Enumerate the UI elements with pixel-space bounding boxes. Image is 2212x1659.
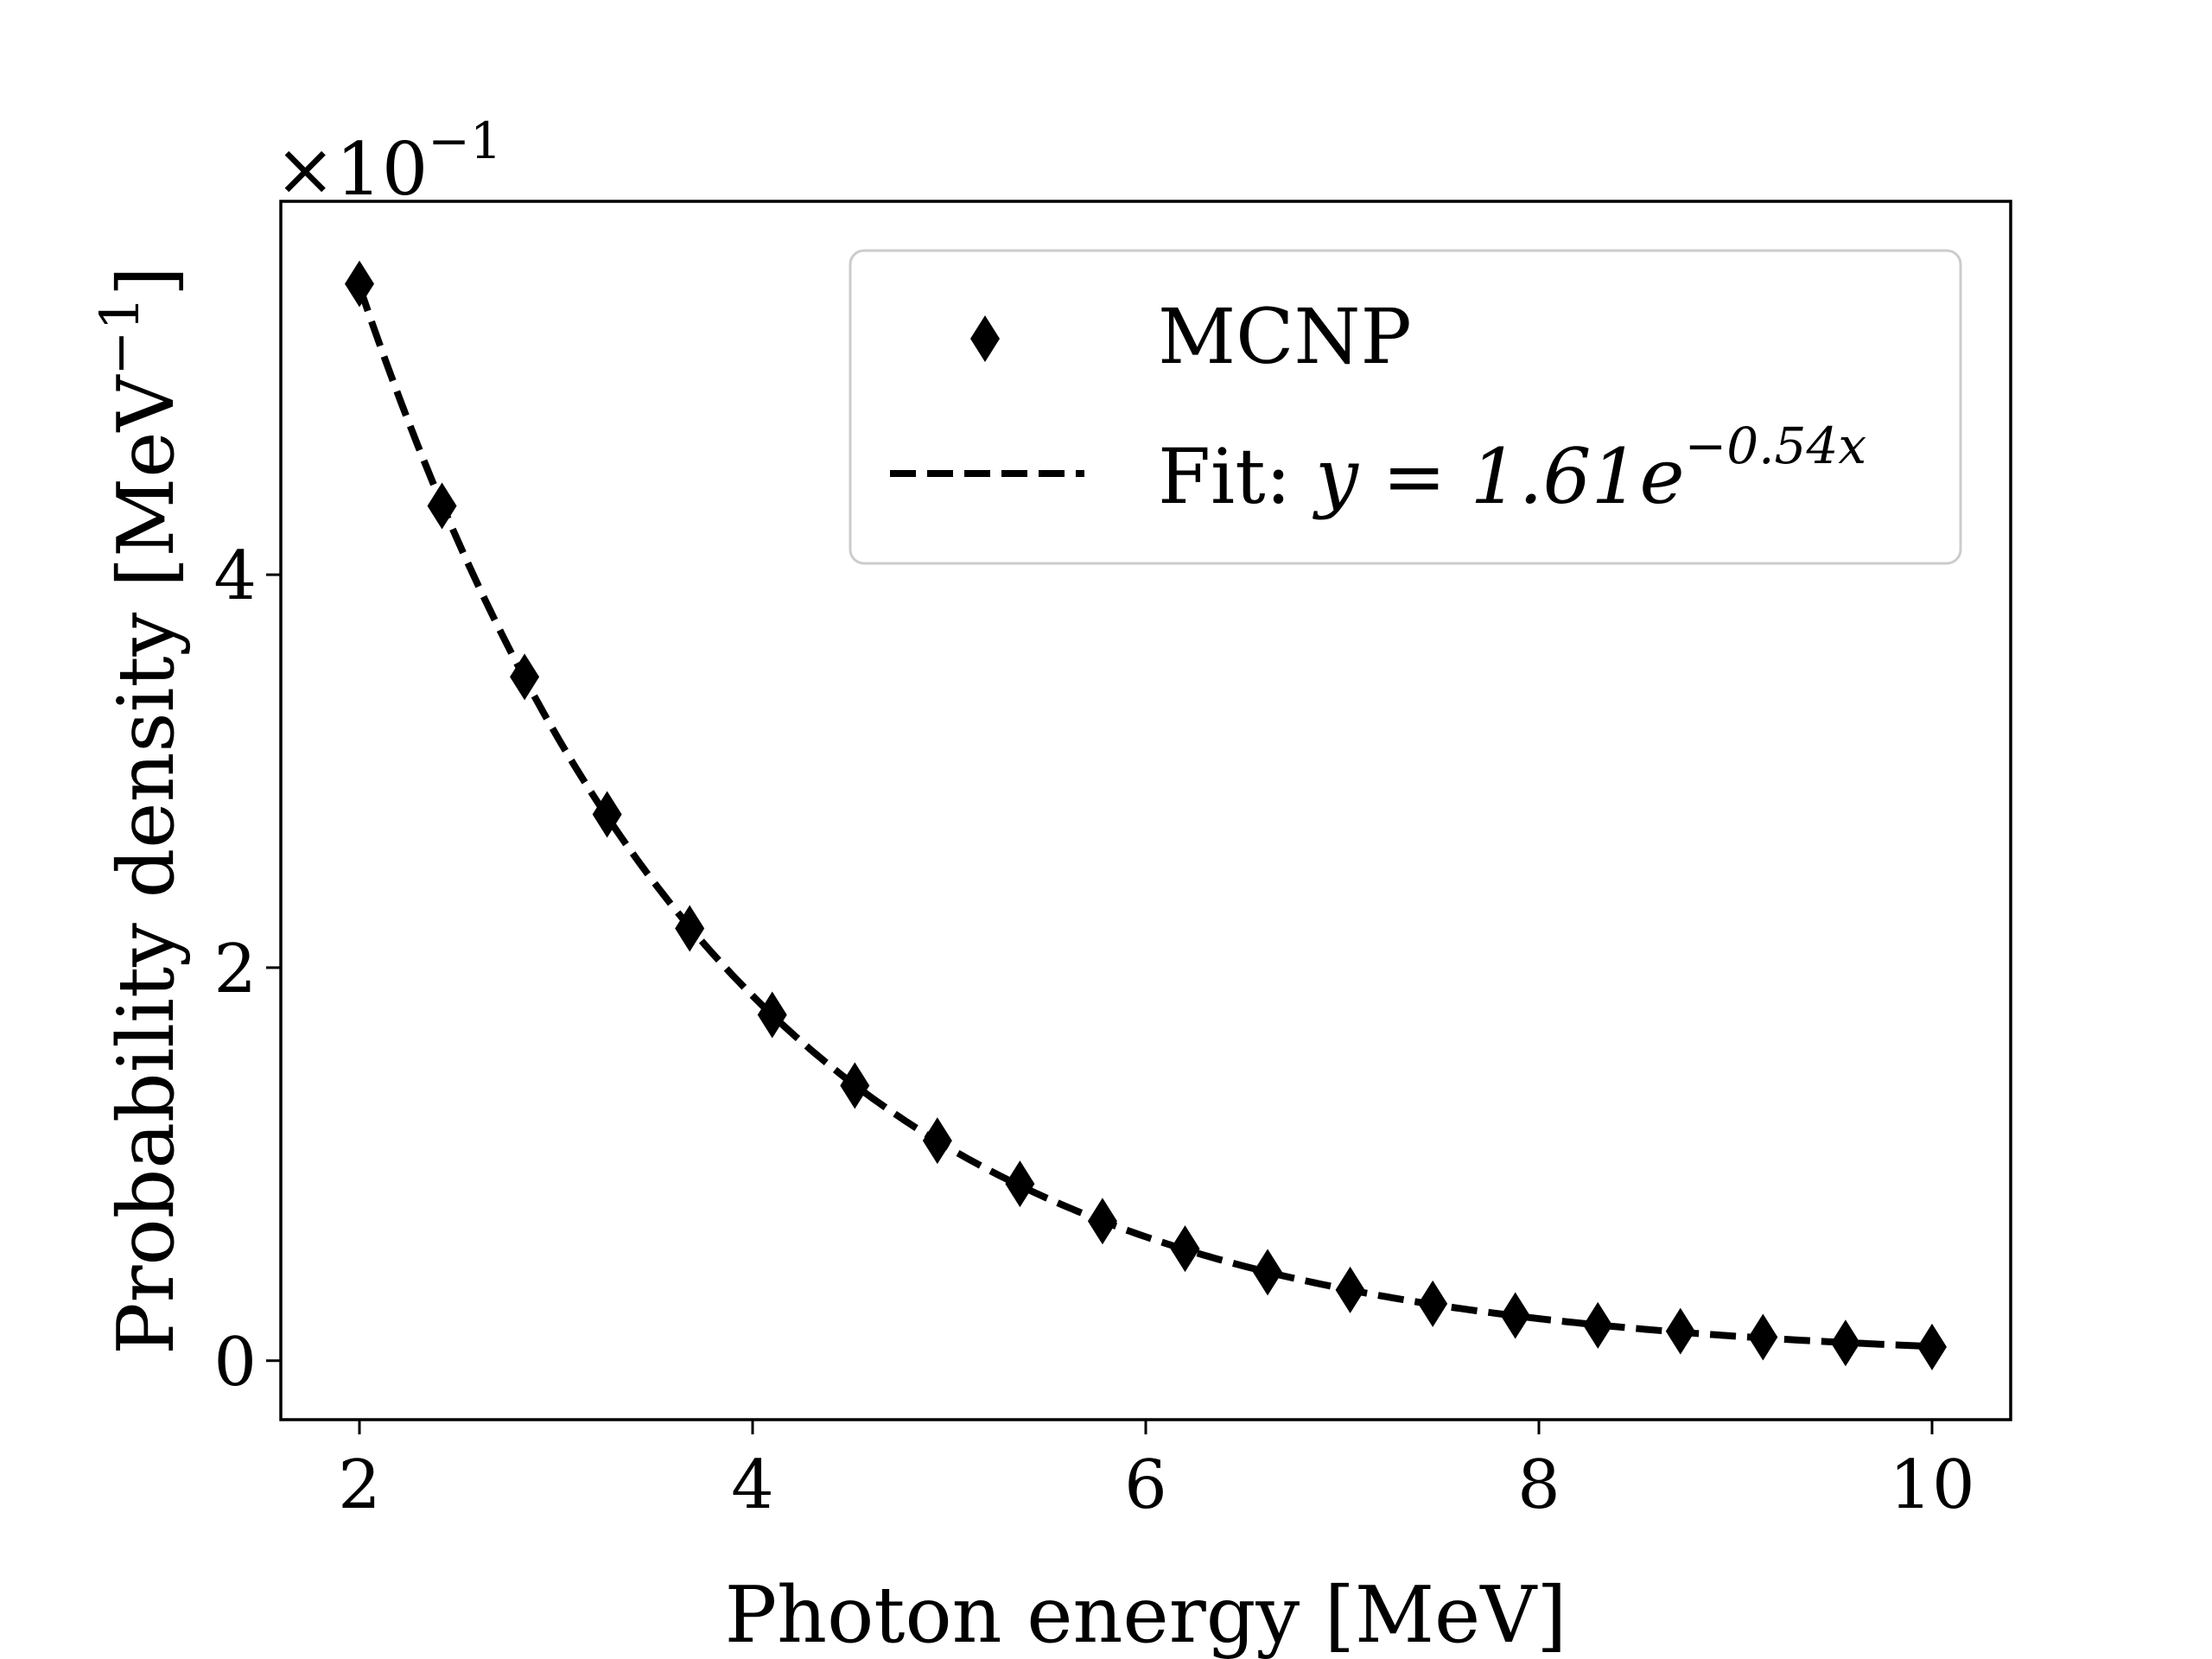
y-tick-label: 4 <box>213 537 257 615</box>
axes-frame <box>279 200 2012 1421</box>
x-axis-label: Photon energy [MeV] <box>725 1570 1567 1659</box>
mcnp-point <box>345 260 374 308</box>
legend-label-fit-math: y = 1.61e <box>1312 432 1684 521</box>
legend-marker-mcnp <box>970 315 1000 362</box>
x-tick-label: 4 <box>731 1446 774 1524</box>
y-axis-label-exponent: −1 <box>88 296 151 375</box>
mcnp-point <box>1830 1319 1860 1367</box>
y-tick-label: 0 <box>213 1324 257 1402</box>
mcnp-point <box>1087 1198 1117 1245</box>
plot-area <box>345 260 1947 1370</box>
mcnp-point <box>1005 1160 1035 1208</box>
mcnp-point <box>1253 1249 1283 1296</box>
legend-label-fit: Fit: y = 1.61e−0.54x <box>1158 416 1866 521</box>
y-axis-label-close: ] <box>101 266 192 296</box>
y-multiplier: ×10−1 <box>275 111 502 212</box>
mcnp-point <box>840 1062 870 1109</box>
y-tick-label: 2 <box>213 931 257 1008</box>
mcnp-point <box>1917 1323 1947 1370</box>
legend-box <box>849 249 1962 565</box>
legend: MCNP Fit: y = 1.61e−0.54x <box>849 249 1962 565</box>
mcnp-point <box>757 991 787 1039</box>
y-axis-label: Probability density [MeV−1] <box>88 266 192 1355</box>
mcnp-point <box>922 1117 952 1165</box>
mcnp-point <box>1748 1313 1778 1361</box>
mcnp-point <box>1335 1266 1365 1313</box>
mcnp-point <box>427 482 457 530</box>
mcnp-point <box>1583 1301 1613 1349</box>
mcnp-point <box>1500 1292 1530 1339</box>
fit-line <box>356 285 1933 1351</box>
mcnp-point <box>510 653 540 701</box>
x-tick-label: 10 <box>1889 1446 1974 1524</box>
y-multiplier-exponent: −1 <box>428 111 502 170</box>
x-tick-label: 8 <box>1517 1446 1560 1524</box>
mcnp-point <box>1665 1307 1695 1355</box>
x-tick-label: 2 <box>338 1446 381 1524</box>
mcnp-point <box>1170 1225 1200 1273</box>
x-tick-label: 6 <box>1124 1446 1167 1524</box>
mcnp-point <box>592 791 622 838</box>
legend-label-fit-exponent: −0.54x <box>1685 416 1866 475</box>
mcnp-point <box>675 905 705 952</box>
legend-label-mcnp: MCNP <box>1158 292 1412 381</box>
mcnp-point <box>1418 1280 1448 1327</box>
axis-ticks: 2 4 6 8 10 0 2 4 <box>213 537 1974 1524</box>
